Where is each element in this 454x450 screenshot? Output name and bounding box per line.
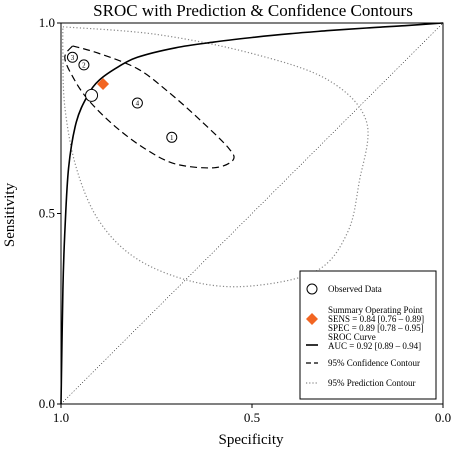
legend-box <box>299 270 437 400</box>
legend-label: 95% Prediction Contour <box>328 378 416 388</box>
y-tick-label: 0.0 <box>39 396 55 411</box>
observed-point-label: 4 <box>136 100 140 108</box>
legend: Observed Data Summary Operating PointSENS… <box>299 270 437 400</box>
confidence-contour <box>64 45 235 169</box>
sroc-curve <box>60 22 444 405</box>
y-tick-label: 1.0 <box>39 15 55 30</box>
observed-point <box>66 51 78 63</box>
observed-point-label: 3 <box>71 54 75 62</box>
observed-point <box>131 97 143 109</box>
observed-point-label: 1 <box>170 134 174 142</box>
summary-operating-point <box>97 77 110 90</box>
y-tick-label: 0.5 <box>39 206 55 221</box>
observed-point <box>166 131 178 143</box>
prediction-contour <box>62 26 369 288</box>
plot-area: 1.0 0.5 0.0 0.0 0.5 1.0 1 23 4 <box>39 15 451 425</box>
y-axis-label: Sensitivity <box>2 182 18 247</box>
legend-label: Observed Data <box>328 284 382 294</box>
observed-point-label: 2 <box>82 61 86 69</box>
legend-label: Summary Operating Point <box>328 305 423 315</box>
x-tick-label: 0.5 <box>244 410 260 425</box>
legend-sublabel: AUC = 0.92 [0.89 – 0.94] <box>328 341 421 351</box>
legend-sublabel: SPEC = 0.89 [0.78 – 0.95] <box>328 323 424 333</box>
x-tick-label: 1.0 <box>53 410 69 425</box>
legend-label: 95% Confidence Contour <box>328 358 420 368</box>
observed-point <box>85 88 99 102</box>
observed-point <box>78 59 90 71</box>
legend-label: SROC Curve <box>328 332 376 342</box>
x-tick-label: 0.0 <box>435 410 451 425</box>
legend-key-observed <box>306 283 318 295</box>
x-axis-label: Specificity <box>219 432 284 448</box>
legend-sublabel: SENS = 0.84 [0.76 – 0.89] <box>328 314 424 324</box>
chart-title: SROC with Prediction & Confidence Contou… <box>93 1 413 20</box>
legend-key-summary <box>306 313 318 325</box>
